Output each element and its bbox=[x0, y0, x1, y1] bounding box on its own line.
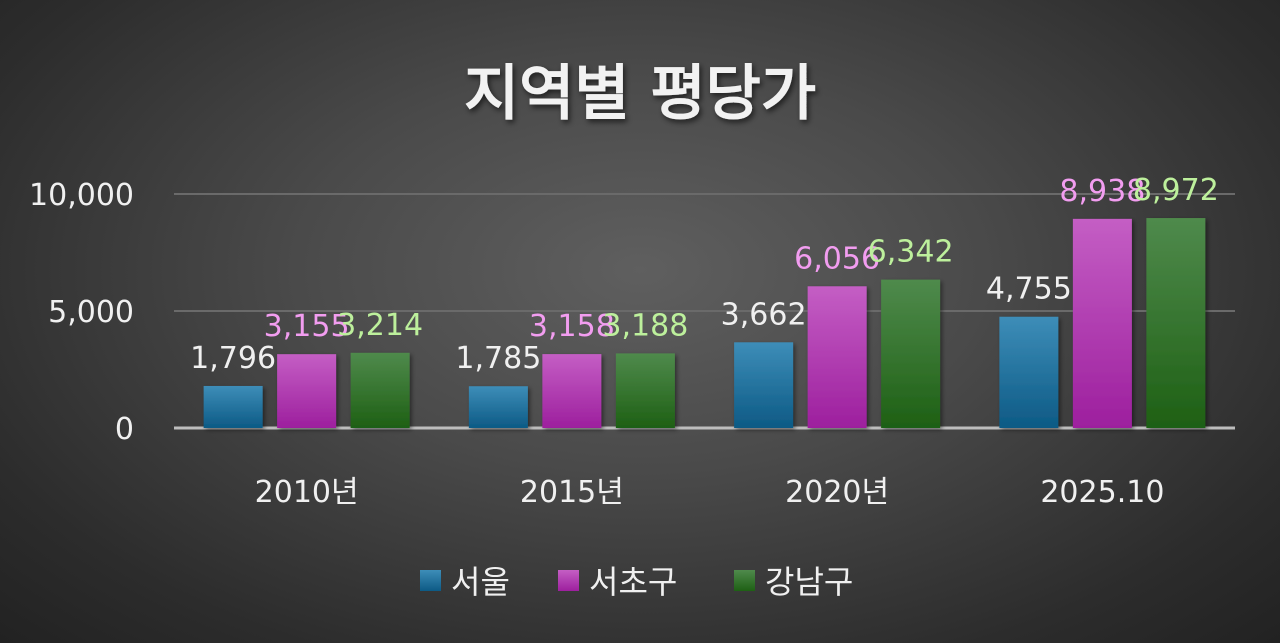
data-label: 3,158 bbox=[529, 309, 615, 344]
data-label: 6,056 bbox=[794, 241, 880, 276]
x-category-label: 2020년 bbox=[785, 475, 889, 510]
x-axis-categories: 2010년 2015년 2020년 2025.10 bbox=[255, 475, 1165, 510]
bar-서초구-2025.10 bbox=[1072, 218, 1132, 428]
legend-label: 강남구 bbox=[765, 563, 853, 601]
data-label: 1,785 bbox=[455, 341, 541, 376]
legend-swatch-강남구 bbox=[734, 570, 755, 591]
data-label: 3,662 bbox=[721, 297, 807, 332]
bar-서초구-2020년 bbox=[807, 286, 867, 428]
y-tick-label: 10,000 bbox=[29, 178, 134, 213]
y-tick-label: 0 bbox=[115, 412, 134, 447]
bar-강남구-2010년 bbox=[350, 352, 410, 428]
data-label: 8,938 bbox=[1059, 174, 1145, 209]
x-category-label: 2010년 bbox=[255, 475, 359, 510]
legend-swatch-서울 bbox=[420, 570, 441, 591]
y-axis-ticks: 0 5,000 10,000 bbox=[29, 178, 134, 447]
bar-서울-2025.10 bbox=[999, 316, 1059, 428]
data-label: 8,972 bbox=[1133, 173, 1219, 208]
legend-label: 서초구 bbox=[589, 563, 677, 601]
legend: 서울 서초구 강남구 bbox=[420, 563, 853, 601]
bar-서초구-2015년 bbox=[542, 354, 602, 428]
data-label: 6,342 bbox=[868, 235, 954, 270]
legend-swatch-서초구 bbox=[558, 570, 579, 591]
x-category-label: 2025.10 bbox=[1040, 475, 1164, 510]
bar-서울-2010년 bbox=[203, 385, 263, 428]
data-label: 3,214 bbox=[337, 308, 423, 343]
bar-서울-2020년 bbox=[734, 342, 794, 428]
y-tick-label: 5,000 bbox=[48, 295, 134, 330]
x-category-label: 2015년 bbox=[520, 475, 624, 510]
bar-서초구-2010년 bbox=[277, 354, 337, 428]
bar-서울-2015년 bbox=[468, 386, 528, 428]
data-label: 4,755 bbox=[986, 272, 1072, 307]
data-label: 1,796 bbox=[190, 341, 276, 376]
bar-강남구-2015년 bbox=[615, 353, 675, 428]
chart-title: 지역별 평당가 bbox=[464, 59, 816, 129]
legend-label: 서울 bbox=[451, 563, 510, 601]
bar-강남구-2025.10 bbox=[1146, 218, 1206, 428]
data-label: 3,155 bbox=[264, 309, 350, 344]
data-label: 3,188 bbox=[602, 308, 688, 343]
bars bbox=[203, 218, 1206, 428]
bar-강남구-2020년 bbox=[881, 279, 941, 428]
